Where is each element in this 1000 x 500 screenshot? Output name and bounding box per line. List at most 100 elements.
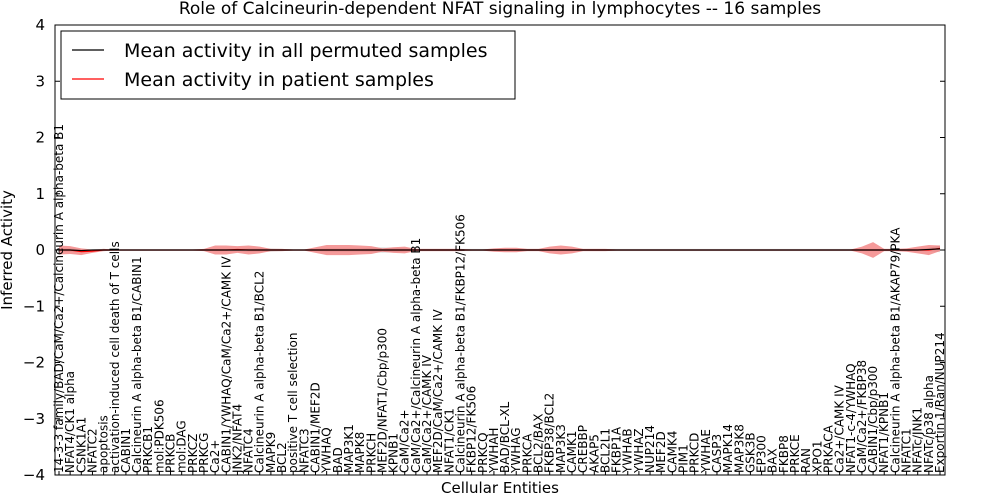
series-lines [59, 247, 941, 253]
y-axis-label: Inferred Activity [0, 190, 16, 310]
x-tick-label: PIM1 [677, 444, 691, 473]
x-tick-label: PRKCB [164, 434, 178, 473]
x-tick-label: FKBP38/BCL2 [543, 393, 557, 473]
x-tick-label: Calcineurin A alpha-beta B1/FKBP12/FK506 [453, 214, 467, 473]
x-tick-label: YWHAQ [320, 427, 334, 474]
y-tick-label: −1 [23, 297, 45, 315]
x-tick-label: YWHAH [487, 428, 501, 474]
x-tick-label: positive T cell selection [286, 333, 300, 473]
x-tick-label: PRKCG [197, 433, 211, 473]
x-tick-label: GSK3B [743, 432, 757, 473]
x-tick-label: PRKCQ [476, 432, 490, 473]
x-tick-label: MAP3K8 [732, 424, 746, 473]
x-tick-label: YWHAB [621, 428, 635, 474]
y-tick-label: 0 [35, 241, 45, 259]
x-tick-label: NFATC4 [242, 428, 256, 473]
x-axis-label: Cellular Entities [441, 479, 559, 497]
x-tick-label: YWHAZ [632, 428, 646, 474]
legend-patient-label: Mean activity in patient samples [124, 69, 434, 91]
x-tick-label: PRKCD [688, 433, 702, 473]
x-tick-label: NFATc/JNK1 [911, 407, 925, 473]
y-tick-label: 3 [35, 72, 45, 90]
x-tick-label: CAMK4 [665, 431, 679, 473]
y-tick-label: 2 [35, 129, 45, 147]
legend-permuted-label: Mean activity in all permuted samples [124, 40, 487, 62]
x-tick-label: CABIN1/MEF2D [308, 382, 322, 473]
x-tick-label: CSNK1A1 [74, 417, 88, 473]
y-axis-ticks: −4 −3 −2 −1 0 1 2 3 4 [23, 16, 945, 484]
y-tick-label: −2 [23, 354, 45, 372]
x-tick-label: BAD/BCL-XL [498, 401, 512, 473]
x-tick-label: MAPK14 [721, 424, 735, 473]
x-tick-label: RAN [799, 448, 813, 473]
x-tick-label: Exportin 1/Ran/NUP214 [933, 332, 947, 473]
x-tick-label: BCL2/BAX [532, 414, 546, 473]
y-tick-label: 1 [35, 185, 45, 203]
legend-box [60, 30, 516, 100]
x-tick-label: NFAT1/CK1 [442, 408, 456, 473]
x-tick-label: KPNB1 [387, 433, 401, 473]
x-tick-label: MEF2D/CaM/Ca2+/CAMK IV [431, 308, 445, 473]
x-tick-label: PRKCZ [186, 434, 200, 473]
x-tick-label: FKBP1A [610, 426, 624, 473]
x-tick-label: XPO1 [810, 440, 824, 473]
x-tick-label: EP300 [755, 435, 769, 473]
x-tick-label: CABIN1 [119, 428, 133, 473]
x-tick-label: FKBP12/FK506 [465, 386, 479, 473]
x-tick-label: MAP3K3 [554, 424, 568, 473]
x-tick-label: PRKCA [520, 433, 534, 473]
x-tick-label: CAMK1 [565, 431, 579, 473]
x-tick-label: NFATC3 [297, 428, 311, 473]
x-tick-label: AKAP5 [587, 434, 601, 473]
x-tick-label: NFATC2 [85, 428, 99, 473]
x-tick-label: CASP3 [710, 434, 724, 473]
x-tick-label: Ca2+/CAMK IV [833, 384, 847, 473]
x-tick-label: BAX [766, 448, 780, 473]
legend: Mean activity in all permuted samples Me… [60, 30, 516, 100]
x-tick-label: MEF2D [654, 431, 668, 473]
x-tick-label: BCL2 [275, 442, 289, 473]
x-tick-label: NFATc/p38 alpha [922, 375, 936, 473]
x-tick-label: Calcineurin A alpha-beta B1/CABIN1 [130, 256, 144, 473]
x-tick-label: activation-induced cell death of T cells [108, 241, 122, 473]
x-axis-ticks: 14-3-3 family/BAD/CaM/Ca2+/Calcineurin A… [52, 124, 947, 475]
plot-frame [54, 24, 946, 476]
x-tick-label: PRKCH [364, 433, 378, 473]
x-tick-label: CaM/Ca2+ [398, 409, 412, 473]
x-tick-label: PRKCB1 [141, 426, 155, 473]
x-tick-label: MAPK8 [353, 432, 367, 473]
permuted-mean-line [59, 248, 941, 252]
x-tick-label: Calcineurin A alpha-beta B1/AKAP79/PKA [888, 227, 902, 473]
x-tick-label: NFAT1-c-4/YWHAQ [844, 363, 858, 473]
x-tick-label: apoptosis [97, 415, 111, 473]
y-tick-label: −4 [23, 466, 45, 484]
x-tick-label: mol:DAG [175, 420, 189, 473]
x-tick-label: NFAT1/KPNB1 [877, 392, 891, 473]
x-tick-label: NFATC1 [900, 428, 914, 473]
x-tick-label: mol:PDK506 [152, 399, 166, 473]
x-tick-label: CABIN1/YWHAQ/CaM/Ca2+/CAMK IV [219, 256, 233, 473]
x-tick-label: YWHAE [699, 429, 713, 474]
x-tick-label: CABIN1/Cbp/p300 [866, 366, 880, 473]
x-tick-label: NUP214 [643, 425, 657, 473]
x-tick-label: Ca2+ [208, 440, 222, 473]
x-tick-label: FKBP8 [777, 435, 791, 473]
chart-title: Role of Calcineurin-dependent NFAT signa… [179, 0, 821, 19]
x-tick-label: BAD [331, 447, 345, 473]
x-tick-label: PRKACA [821, 424, 835, 473]
y-tick-label: −3 [23, 410, 45, 428]
x-tick-label: BCL2L1 [598, 428, 612, 473]
y-tick-label: 4 [35, 16, 45, 34]
x-tick-label: MAP3K1 [342, 424, 356, 473]
x-tick-label: JNK2/NFAT4 [230, 404, 244, 474]
x-tick-label: NFAT4/CK1 alpha [63, 371, 77, 473]
x-tick-label: YWHAG [509, 427, 523, 474]
x-tick-label: MAPK9 [264, 432, 278, 473]
x-tick-label: CREBBP [576, 425, 590, 473]
x-tick-label: MEF2D/NFAT1/Cbp/p300 [375, 328, 389, 473]
x-tick-label: CaM/Ca2+/Calcineurin A alpha-beta B1 [409, 238, 423, 473]
x-tick-label: Calcineurin A alpha-beta B1/BCL2 [253, 271, 267, 473]
x-tick-label: CaM/Ca2+/CAMK IV [420, 354, 434, 473]
x-tick-label: CaM/Ca2+/FKBP38 [855, 360, 869, 473]
